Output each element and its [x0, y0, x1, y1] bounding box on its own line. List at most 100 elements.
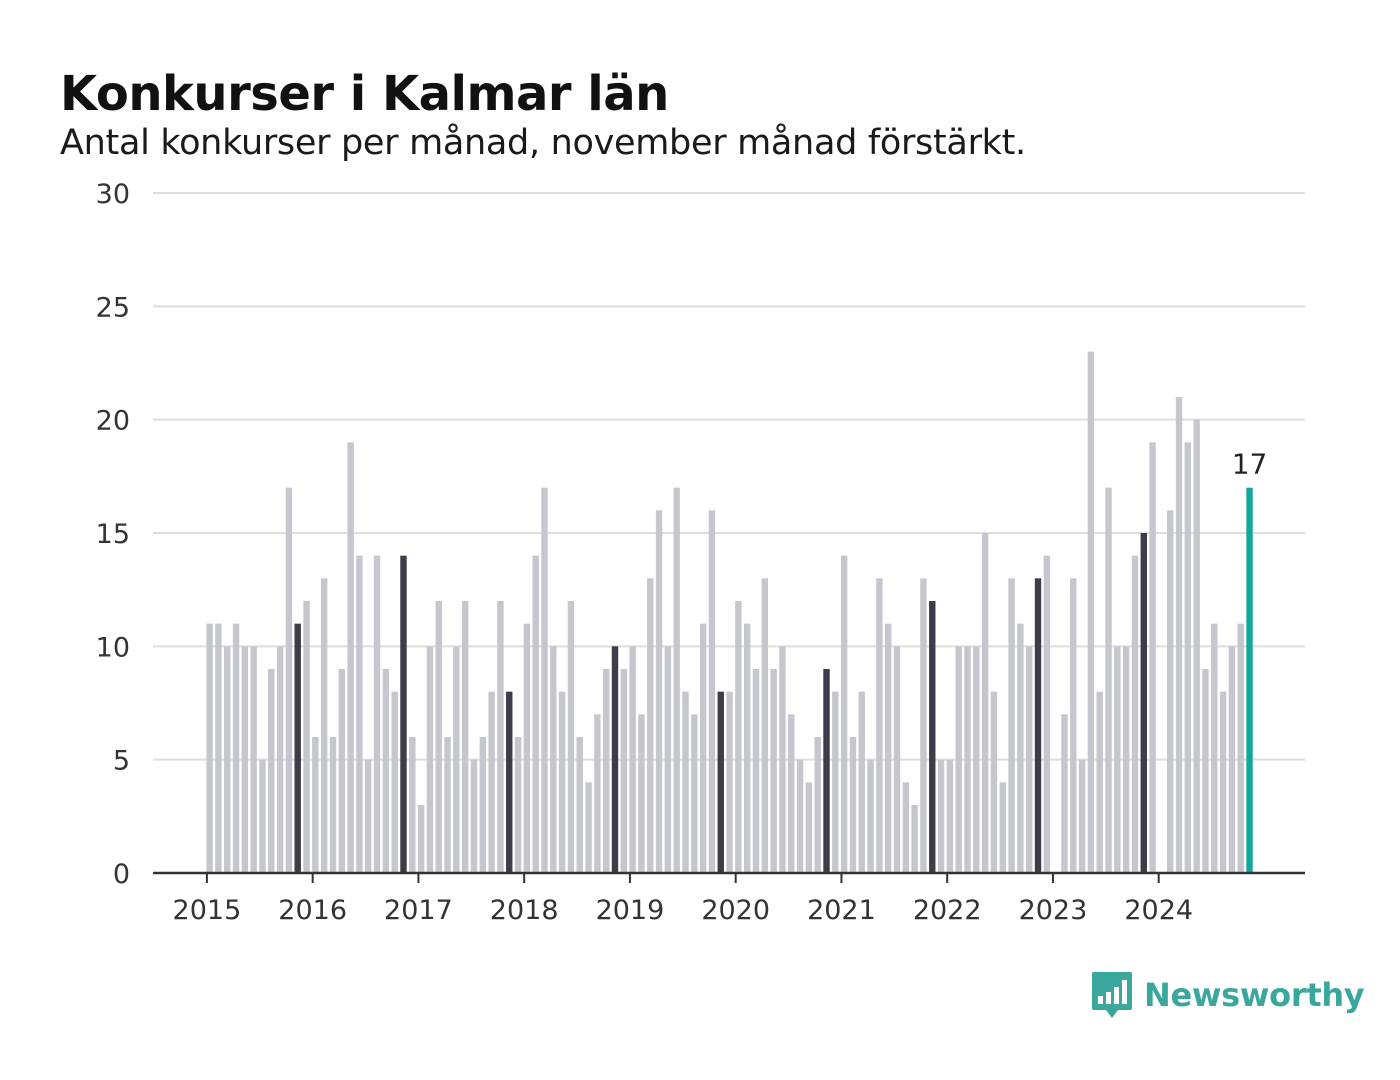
- bar: [356, 555, 363, 873]
- bar: [206, 623, 213, 873]
- chart-subtitle: Antal konkurser per månad, november måna…: [60, 123, 1026, 163]
- bar: [858, 691, 865, 873]
- bar: [250, 646, 257, 873]
- bar: [1026, 646, 1033, 873]
- bar: [761, 578, 769, 873]
- bar: [929, 601, 936, 873]
- x-tick-label: 2020: [701, 895, 770, 926]
- bar: [567, 601, 575, 873]
- y-tick-label: 5: [113, 746, 130, 777]
- bar: [1167, 510, 1174, 873]
- bars: [206, 351, 1253, 874]
- y-tick-label: 25: [96, 292, 130, 323]
- bar: [664, 646, 672, 873]
- bar: [585, 782, 592, 873]
- bar: [946, 759, 954, 873]
- chart-title: Konkurser i Kalmar län: [60, 66, 669, 122]
- bar: [435, 601, 442, 873]
- bar: [840, 555, 848, 873]
- bar: [735, 601, 742, 873]
- bar: [259, 759, 266, 873]
- bar: [453, 646, 460, 873]
- x-tick-label: 2023: [1019, 895, 1088, 926]
- bar: [1105, 487, 1112, 873]
- bar: [373, 555, 381, 873]
- x-tick-label: 2022: [913, 895, 982, 926]
- bar: [999, 782, 1006, 873]
- bar: [391, 691, 398, 873]
- bar: [338, 669, 345, 873]
- bar: [796, 759, 804, 873]
- bar: [514, 737, 522, 873]
- bar: [1034, 578, 1042, 873]
- bar: [426, 646, 434, 873]
- bar: [506, 691, 513, 873]
- x-tick-label: 2024: [1124, 895, 1193, 926]
- bar: [805, 782, 813, 873]
- bar: [867, 759, 874, 873]
- bar: [699, 623, 707, 873]
- y-tick-label: 10: [96, 632, 130, 663]
- bar: [752, 669, 760, 873]
- bar: [955, 646, 962, 873]
- bar: [541, 487, 548, 873]
- bar: [1017, 623, 1024, 873]
- bar: [303, 601, 310, 873]
- x-tick-label: 2021: [807, 895, 876, 926]
- y-tick-label: 30: [96, 179, 130, 210]
- bar: [1237, 623, 1244, 873]
- bar: [532, 555, 539, 873]
- bar: [444, 737, 451, 873]
- brand-name: Newsworthy: [1144, 976, 1365, 1014]
- bar: [232, 623, 240, 873]
- bar: [911, 805, 918, 873]
- bar: [1061, 714, 1068, 873]
- bar: [1149, 442, 1156, 873]
- bar: [558, 691, 566, 873]
- bar: [382, 669, 390, 873]
- bar: [885, 623, 892, 873]
- bar: [611, 646, 619, 873]
- bar: [638, 714, 645, 873]
- bar: [937, 759, 945, 873]
- bar: [1122, 646, 1130, 873]
- bar: [788, 714, 795, 873]
- bar: [708, 510, 716, 873]
- bar: [1228, 646, 1236, 873]
- bar: [849, 737, 857, 873]
- bar: [224, 646, 231, 873]
- bar: [832, 691, 839, 873]
- bar: [1184, 442, 1192, 873]
- bar: [1043, 555, 1051, 873]
- bar: [973, 646, 980, 873]
- y-tick-label: 15: [96, 519, 130, 550]
- bar: [417, 805, 425, 873]
- bar: [400, 555, 407, 873]
- bar: [823, 669, 830, 873]
- last-value-label: 17: [1232, 448, 1268, 481]
- y-tick-label: 0: [113, 859, 130, 890]
- bar: [717, 691, 724, 873]
- bar: [964, 646, 971, 873]
- x-tick-label: 2016: [278, 895, 347, 926]
- bar: [876, 578, 883, 873]
- bar: [1114, 646, 1121, 873]
- bar: [479, 737, 487, 873]
- bar: [312, 737, 319, 873]
- bar: [1008, 578, 1015, 873]
- x-tick-label: 2019: [596, 895, 665, 926]
- bar: [920, 578, 927, 873]
- bar: [814, 737, 821, 873]
- newsworthy-logo: Newsworthy: [1090, 970, 1365, 1020]
- bar: [461, 601, 469, 873]
- bar: [268, 669, 275, 873]
- bar: [488, 691, 495, 873]
- bar: [1087, 351, 1095, 874]
- bar: [550, 646, 557, 873]
- x-axis: 2015 2016 2017 2018 2019 2020 2021 2022 2023 2024: [153, 871, 1305, 926]
- bar: [1211, 623, 1218, 873]
- x-tick-label: 2015: [173, 895, 242, 926]
- bar: [215, 623, 222, 873]
- bar: [365, 759, 372, 873]
